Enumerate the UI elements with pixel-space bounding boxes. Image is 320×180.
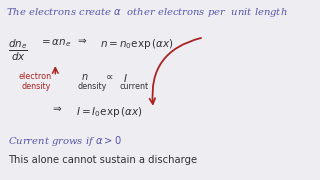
Text: $\propto$: $\propto$ xyxy=(103,72,113,81)
Text: electron: electron xyxy=(19,72,52,81)
Text: $I = I_0\exp\left(\alpha x\right)$: $I = I_0\exp\left(\alpha x\right)$ xyxy=(76,105,143,119)
Text: The electrons create $\alpha$  other electrons per  unit length: The electrons create $\alpha$ other elec… xyxy=(6,6,288,19)
Text: $\Rightarrow$: $\Rightarrow$ xyxy=(50,105,62,114)
Text: $\Rightarrow$: $\Rightarrow$ xyxy=(75,37,87,46)
Text: $n = n_0\exp\left(\alpha x\right)$: $n = n_0\exp\left(\alpha x\right)$ xyxy=(100,37,174,51)
Text: density: density xyxy=(78,82,107,91)
Text: $= \alpha n_e$: $= \alpha n_e$ xyxy=(38,37,71,49)
Text: $\dfrac{dn_e}{dx}$: $\dfrac{dn_e}{dx}$ xyxy=(8,38,28,63)
Text: density: density xyxy=(22,82,51,91)
Text: This alone cannot sustain a discharge: This alone cannot sustain a discharge xyxy=(8,155,197,165)
Text: $I$: $I$ xyxy=(123,72,127,84)
Text: $n$: $n$ xyxy=(81,72,88,82)
Text: current: current xyxy=(120,82,149,91)
Text: Current grows if $\alpha > 0$: Current grows if $\alpha > 0$ xyxy=(8,134,122,148)
